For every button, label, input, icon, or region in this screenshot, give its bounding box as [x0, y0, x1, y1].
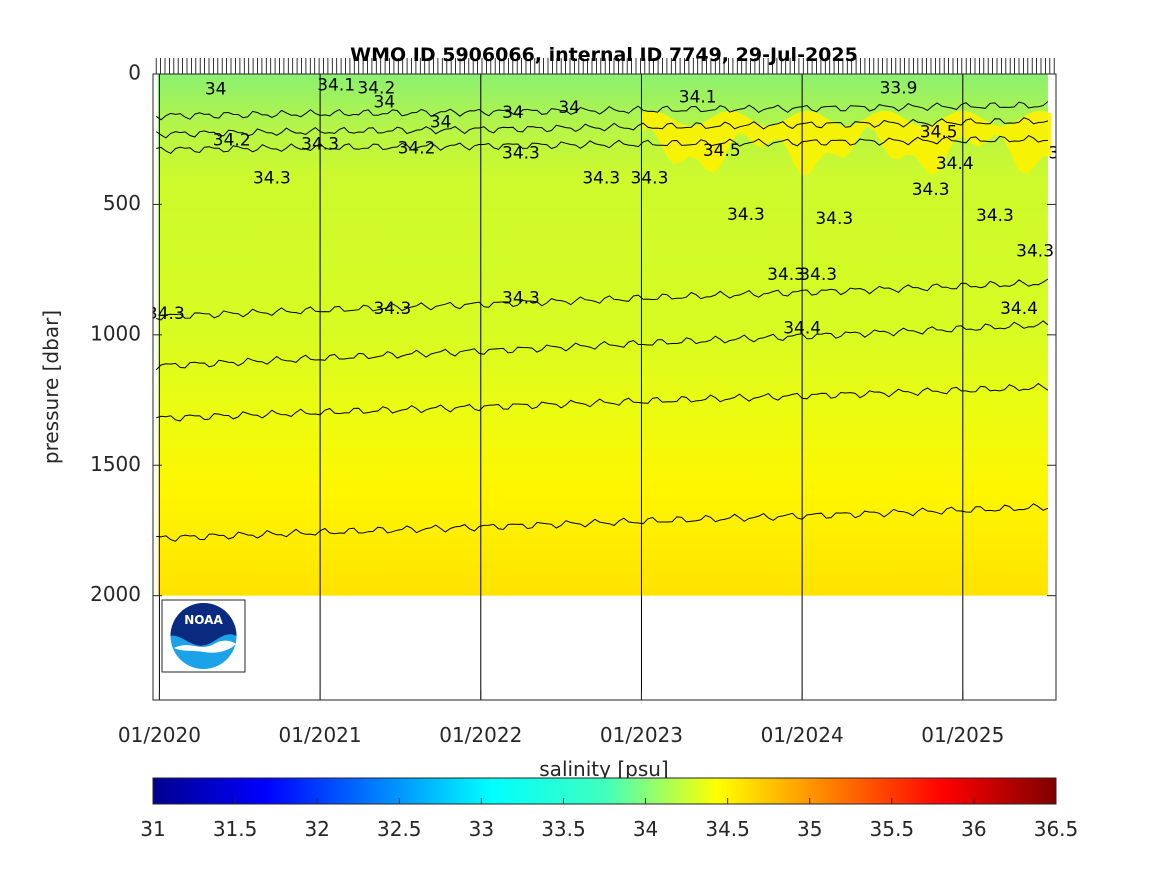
contour-label: 34.5: [920, 123, 958, 143]
contour-label: 34.3: [502, 288, 540, 308]
contour-label: 33.9: [880, 78, 918, 98]
contour-labels: 34.3 34.334.334.334.334.2 34.234 3434.334.3…: [147, 76, 1086, 339]
y-tick-label: 0: [128, 61, 141, 85]
contour-label: 34.1: [317, 76, 355, 96]
contour-label: 34.3: [147, 304, 185, 324]
colorbar-tick-label: 35.5: [870, 817, 915, 841]
y-tick-label: 1000: [90, 321, 141, 345]
contour-label: 34: [205, 80, 227, 100]
chart-title: WMO ID 5906066, internal ID 7749, 29-Jul…: [350, 44, 858, 66]
x-tick-label: 01/2023: [600, 723, 683, 747]
contour-label: 34.4: [936, 154, 974, 174]
contour-lines: [155, 101, 1049, 542]
contour-label: 34.3: [582, 168, 620, 188]
contour-label: 34.1: [679, 87, 717, 107]
colorbar-tick-label: 36.5: [1034, 817, 1079, 841]
contour-label: 34.3: [799, 265, 837, 285]
contour-label: 34.3: [373, 299, 411, 319]
contour-label: 34.3: [767, 265, 805, 285]
contour-label: 34.3: [815, 209, 853, 229]
colorbar-tick-label: 36: [961, 817, 986, 841]
contour-label: 34: [502, 103, 524, 123]
colorbar-tick-label: 34: [633, 817, 658, 841]
y-axis-label: pressure [dbar]: [39, 310, 63, 464]
contour-label: 34.3: [976, 206, 1014, 226]
contour-label: 34.4: [1000, 299, 1038, 319]
colorbar-tick-label: 32.5: [377, 817, 422, 841]
contour-label: 34.3: [631, 168, 669, 188]
colorbar-label: salinity [psu]: [539, 757, 668, 781]
contour-label: 34.3: [727, 205, 765, 225]
contour-label: 34.3: [253, 168, 291, 188]
contour-label: 34.3: [912, 180, 950, 200]
y-tick-label: 500: [103, 191, 141, 215]
colorbar-tick-label: 33: [469, 817, 494, 841]
contour-line: [156, 134, 1049, 155]
noaa-logo: NOAA: [161, 599, 246, 673]
x-tick-label: 01/2025: [921, 723, 1004, 747]
y-axis: 0 500 1000 1500 2000: [90, 61, 1056, 606]
colorbar-tick-label: 31.5: [213, 817, 258, 841]
colorbar-tick-label: 32: [304, 817, 329, 841]
x-tick-label: 01/2020: [118, 723, 201, 747]
contour-label: 34.6: [1048, 144, 1086, 164]
colorbar: [152, 777, 1057, 805]
contour-line: [156, 382, 1049, 422]
contour-label: 34: [558, 98, 580, 118]
contour-label: 34.3: [1016, 241, 1054, 261]
contour-label: 34: [374, 93, 396, 113]
x-tick-label: 01/2024: [761, 723, 844, 747]
profile-time-ticks: [155, 58, 1055, 74]
contour-line: [155, 101, 1049, 121]
axes-box: [152, 73, 1057, 701]
contour-label: 34.2: [357, 78, 395, 98]
contour-line: [156, 503, 1049, 542]
contour-label: 34.2: [213, 131, 251, 151]
y-tick-label: 1500: [90, 452, 141, 476]
colorbar-ticks: 31 31.5 32 32.5 33 33.5 34 34.5 35 35.5 36 36.5: [140, 798, 1078, 841]
contour-line: [155, 117, 1049, 139]
x-tick-label: 01/2022: [439, 723, 522, 747]
contour-label: 34.5: [703, 141, 741, 161]
colorbar-tick-label: 35: [797, 817, 822, 841]
contour-line: [155, 320, 1049, 371]
contour-line: [156, 278, 1049, 321]
contour-label: 34.2: [398, 138, 436, 158]
x-tick-label: 01/2021: [279, 723, 362, 747]
contour-label: 34: [430, 112, 452, 132]
contour-label: 34.3: [502, 144, 540, 164]
noaa-logo-text: NOAA: [184, 613, 223, 627]
year-grid-lines: [158, 74, 964, 700]
colorbar-tick-label: 33.5: [541, 817, 586, 841]
colorbar-tick-label: 31: [140, 817, 165, 841]
salinity-field: [157, 74, 1048, 596]
y-tick-label: 2000: [90, 582, 141, 606]
x-axis: 01/2020 01/2021 01/2022 01/2023 01/2024 01/20…: [118, 691, 1004, 747]
colorbar-tick-label: 34.5: [705, 817, 750, 841]
